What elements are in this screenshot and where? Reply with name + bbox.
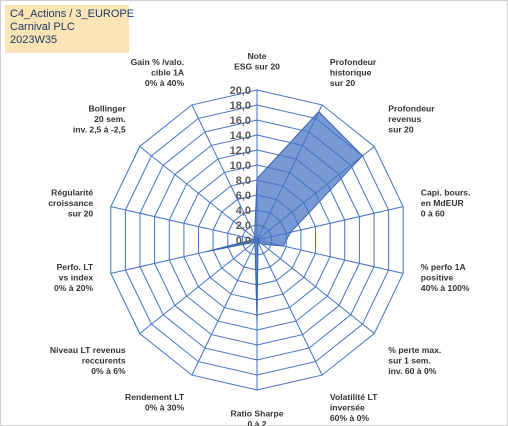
axis-label-line: Gain % /valo. [131,57,185,67]
axis-label-line: 0% à 6% [91,366,126,376]
grid-spoke [256,239,375,334]
axis-label-line: vs index [59,273,94,283]
axis-label-line: Bollinger [88,104,126,114]
axis-label-line: cible 1A [151,68,184,78]
tick-label: 0,0 [236,235,251,247]
axis-label: Régularité croissance sur 20 [48,187,93,218]
axis-label-line: Capi. bours. [421,187,471,197]
radar-tick-labels: 0,0 2,0 4,0 6,0 8,0 10,0 12,0 14,0 16,0 18,0 20,0 [230,85,251,247]
axis-label-line: 60% à 0% [330,413,370,423]
axis-label-line: inv. 2,5 à -2,5 [73,125,126,135]
axis-label: Ratio Sharpe 0 à 2 [230,408,283,426]
radar-axis-labels: Note ESG sur 20 Profondeur historique sur 20… [48,51,470,426]
axis-label: Profondeur revenus sur 20 [388,104,435,135]
axis-label-line: sur 20 [330,78,356,88]
axis-label-line: Ratio Sharpe [230,408,283,418]
title-line-1: C4_Actions / 3_EUROPE [10,8,135,20]
axis-label-line: sur 1 sem. [388,356,431,366]
axis-label-line: inversée [330,402,365,412]
axis-label-line: 0 à 60 [421,208,445,218]
tick-label: 14,0 [230,130,251,142]
axis-label-line: Régularité [51,187,93,197]
axis-label-line: % perfo 1A [421,262,466,272]
axis-label-line: revenus [388,114,421,124]
tick-label: 2,0 [236,220,251,232]
axis-label-line: 40% à 100% [421,283,470,293]
radar-series [205,110,364,323]
axis-label: Gain % /valo. cible 1A 0% à 40% [131,57,185,88]
grid-spoke [139,146,258,241]
axis-label: % perte max. sur 1 sem. inv. 60 à 0% [388,345,441,376]
title-line-2: Carnival PLC [10,21,75,33]
axis-label-line: 0 à 2 [247,419,266,426]
axis-label: Perfo. LT vs index 0% à 20% [54,262,94,293]
tick-label: 12,0 [230,145,251,157]
grid-spoke [191,239,258,376]
axis-label-line: 0% à 20% [54,283,94,293]
axis-label-line: 20 sem. [94,114,126,124]
axis-label-line: % perte max. [388,345,441,355]
tick-label: 10,0 [230,160,251,172]
axis-label: Note ESG sur 20 [234,51,280,72]
tick-label: 8,0 [236,175,251,187]
tick-label: 4,0 [236,205,251,217]
tick-label: 6,0 [236,190,251,202]
axis-label-line: Profondeur [388,104,435,114]
axis-label-line: Rendement LT [125,392,185,402]
series-area [205,110,364,323]
axis-label-line: en MdEUR [421,198,465,208]
grid-spoke [139,239,258,334]
grid-spoke [110,206,258,241]
axis-label-line: Profondeur [330,57,377,67]
axis-label-line: Perfo. LT [57,262,94,272]
axis-label: Capi. bours. en MdEUR 0 à 60 [421,187,471,218]
title-box: C4_Actions / 3_EUROPE Carnival PLC 2023W… [5,5,135,53]
axis-label-line: Niveau LT revenus [50,345,126,355]
axis-label-line: 0% à 30% [145,402,185,412]
axis-label-line: historique [330,68,372,78]
tick-label: 16,0 [230,115,251,127]
axis-label: Profondeur historique sur 20 [330,57,377,88]
axis-label-line: sur 20 [68,208,94,218]
axis-label-line: 0% à 40% [145,78,185,88]
axis-label: Volatilité LT inversée 60% à 0% [330,392,378,423]
axis-label: Niveau LT revenus reccurents 0% à 6% [50,345,126,376]
grid-spoke [256,239,323,376]
tick-label: 20,0 [230,85,251,97]
axis-label-line: Volatilité LT [330,392,378,402]
grid-spoke [191,104,258,241]
axis-label-line: inv. 60 à 0% [388,366,436,376]
title-line-3: 2023W35 [10,34,58,46]
axis-label-line: Note [247,51,266,61]
axis-label: Bollinger 20 sem. inv. 2,5 à -2,5 [73,104,127,135]
axis-label: Rendement LT 0% à 30% [125,392,185,413]
axis-label-line: ESG sur 20 [234,61,280,71]
axis-label-line: sur 20 [388,125,414,135]
axis-label: % perfo 1A positive 40% à 100% [421,262,470,293]
axis-label-line: croissance [48,198,93,208]
tick-label: 18,0 [230,100,251,112]
axis-label-line: reccurents [82,356,126,366]
axis-label-line: positive [421,273,454,283]
